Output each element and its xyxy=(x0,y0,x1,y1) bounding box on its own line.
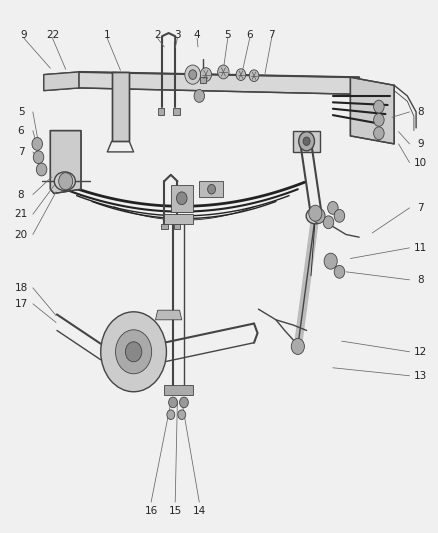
Circle shape xyxy=(169,397,177,408)
Text: 16: 16 xyxy=(145,506,158,515)
Bar xyxy=(200,77,206,83)
Ellipse shape xyxy=(60,176,70,186)
Bar xyxy=(158,108,164,115)
Text: 20: 20 xyxy=(14,230,28,239)
Circle shape xyxy=(101,312,166,392)
Text: 7: 7 xyxy=(18,147,25,157)
Circle shape xyxy=(189,70,197,79)
Text: 22: 22 xyxy=(46,30,59,39)
Bar xyxy=(173,108,180,115)
Polygon shape xyxy=(164,214,193,224)
Circle shape xyxy=(200,68,212,82)
Text: 14: 14 xyxy=(193,506,206,515)
Polygon shape xyxy=(44,72,79,91)
Text: 1: 1 xyxy=(104,30,111,39)
Bar xyxy=(174,224,180,229)
Circle shape xyxy=(36,163,47,176)
Text: 8: 8 xyxy=(18,190,25,199)
Circle shape xyxy=(291,338,304,354)
Circle shape xyxy=(218,65,229,79)
Text: 6: 6 xyxy=(18,126,25,135)
Ellipse shape xyxy=(311,212,320,220)
Circle shape xyxy=(374,127,384,140)
Circle shape xyxy=(125,342,142,362)
Circle shape xyxy=(313,208,325,223)
Circle shape xyxy=(303,137,310,146)
Text: 11: 11 xyxy=(414,243,427,253)
Bar xyxy=(171,185,193,212)
Text: 4: 4 xyxy=(194,30,201,39)
Circle shape xyxy=(177,192,187,205)
Circle shape xyxy=(299,132,314,151)
Text: 18: 18 xyxy=(14,283,28,293)
Circle shape xyxy=(334,265,345,278)
Circle shape xyxy=(167,410,175,419)
Polygon shape xyxy=(155,310,182,320)
Text: 21: 21 xyxy=(14,209,28,219)
Text: 8: 8 xyxy=(417,275,424,285)
Text: 5: 5 xyxy=(224,30,231,39)
Polygon shape xyxy=(79,72,359,94)
Bar xyxy=(161,224,168,229)
Text: 10: 10 xyxy=(414,158,427,167)
Circle shape xyxy=(309,205,322,221)
Circle shape xyxy=(236,69,246,80)
Text: 5: 5 xyxy=(18,107,25,117)
Circle shape xyxy=(374,100,384,113)
Circle shape xyxy=(374,114,384,126)
Text: 6: 6 xyxy=(246,30,253,39)
Text: 13: 13 xyxy=(414,371,427,381)
Polygon shape xyxy=(112,72,129,141)
Circle shape xyxy=(185,65,201,84)
Text: 9: 9 xyxy=(417,139,424,149)
Circle shape xyxy=(208,184,215,194)
Ellipse shape xyxy=(54,172,75,190)
Text: 2: 2 xyxy=(154,30,161,39)
Circle shape xyxy=(324,253,337,269)
Circle shape xyxy=(328,201,338,214)
Text: 7: 7 xyxy=(268,30,275,39)
Text: 7: 7 xyxy=(417,203,424,213)
Polygon shape xyxy=(164,385,193,395)
Text: 12: 12 xyxy=(414,347,427,357)
Circle shape xyxy=(116,330,152,374)
Polygon shape xyxy=(350,77,394,144)
Text: 3: 3 xyxy=(174,30,181,39)
Text: 15: 15 xyxy=(169,506,182,515)
Circle shape xyxy=(180,397,188,408)
Text: 8: 8 xyxy=(417,107,424,117)
Circle shape xyxy=(194,90,205,102)
Polygon shape xyxy=(50,131,81,193)
Circle shape xyxy=(334,209,345,222)
Polygon shape xyxy=(293,131,320,152)
Circle shape xyxy=(249,70,259,82)
Ellipse shape xyxy=(306,208,325,224)
Text: 17: 17 xyxy=(14,299,28,309)
Circle shape xyxy=(59,173,73,190)
Circle shape xyxy=(33,151,44,164)
Circle shape xyxy=(32,138,42,150)
Circle shape xyxy=(178,410,186,419)
Text: 9: 9 xyxy=(21,30,28,39)
Circle shape xyxy=(323,216,334,229)
Polygon shape xyxy=(199,181,223,197)
